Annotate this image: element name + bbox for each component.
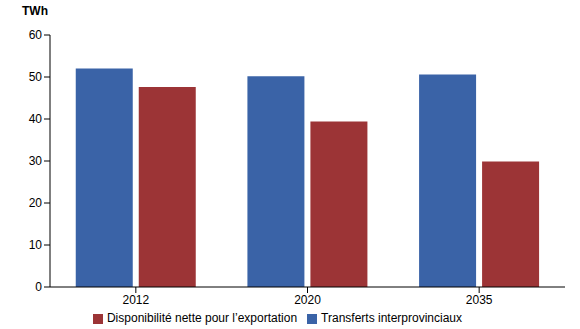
svg-text:0: 0: [35, 280, 42, 294]
html-text:TWh: TWh: [22, 4, 48, 18]
html-text:Disponibilité nette pour l’exp: Disponibilité nette pour l’exportation: [107, 311, 298, 325]
svg-text:2035: 2035: [466, 293, 493, 307]
svg-text:50: 50: [29, 70, 43, 84]
svg-text:2020: 2020: [294, 293, 321, 307]
svg-text:20: 20: [29, 196, 43, 210]
svg-text:10: 10: [29, 238, 43, 252]
svg-text:60: 60: [29, 28, 43, 42]
html-text:Transferts interprovinciaux: Transferts interprovinciaux: [321, 311, 462, 325]
svg-text:40: 40: [29, 112, 43, 126]
svg-text:30: 30: [29, 154, 43, 168]
svg-text:2012: 2012: [122, 293, 149, 307]
